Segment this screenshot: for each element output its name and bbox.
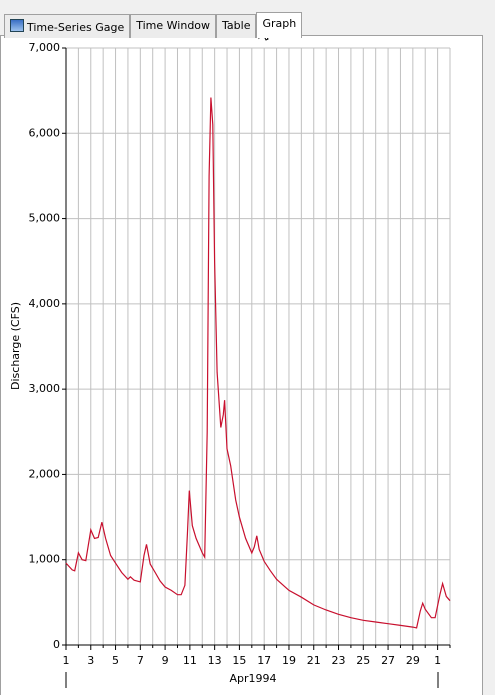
y-tick-label: 7,000: [29, 41, 61, 54]
x-tick-label: 21: [307, 654, 321, 667]
x-tick-label: 15: [232, 654, 246, 667]
x-tick-label: 1: [434, 654, 441, 667]
x-tick-label: 7: [137, 654, 144, 667]
tab[interactable]: Table: [216, 14, 257, 38]
y-tick-label: 5,000: [29, 212, 61, 225]
tab[interactable]: Graph: [256, 12, 303, 38]
tab[interactable]: Time Window: [130, 14, 217, 38]
x-tick-label: 19: [282, 654, 296, 667]
y-tick-label: 2,000: [29, 467, 61, 480]
x-tick-label: 13: [208, 654, 222, 667]
x-axis-title: Apr1994: [229, 672, 276, 685]
x-tick-label: 11: [183, 654, 197, 667]
tab-icon: [10, 19, 24, 32]
y-tick-label: 6,000: [29, 126, 61, 139]
x-tick-label: 25: [356, 654, 370, 667]
x-tick-label: 1: [63, 654, 70, 667]
x-tick-label: 27: [381, 654, 395, 667]
y-tick-label: 1,000: [29, 553, 61, 566]
x-tick-label: 23: [332, 654, 346, 667]
y-tick-label: 4,000: [29, 297, 61, 310]
tab[interactable]: Time-Series Gage: [4, 14, 131, 38]
y-tick-label: 0: [53, 638, 60, 651]
x-tick-label: 29: [406, 654, 420, 667]
x-tick-label: 17: [257, 654, 271, 667]
tab-bar: Time-Series Gage Time Window Table Graph: [4, 12, 303, 38]
y-tick-label: 3,000: [29, 382, 61, 395]
tab-label: Time-Series Gage: [27, 21, 125, 34]
graph-panel: [0, 35, 483, 695]
y-axis-title: Discharge (CFS): [9, 302, 22, 390]
x-tick-label: 3: [87, 654, 94, 667]
data-line: [65, 97, 451, 629]
x-tick-label: 9: [162, 654, 169, 667]
x-tick-label: 5: [112, 654, 119, 667]
